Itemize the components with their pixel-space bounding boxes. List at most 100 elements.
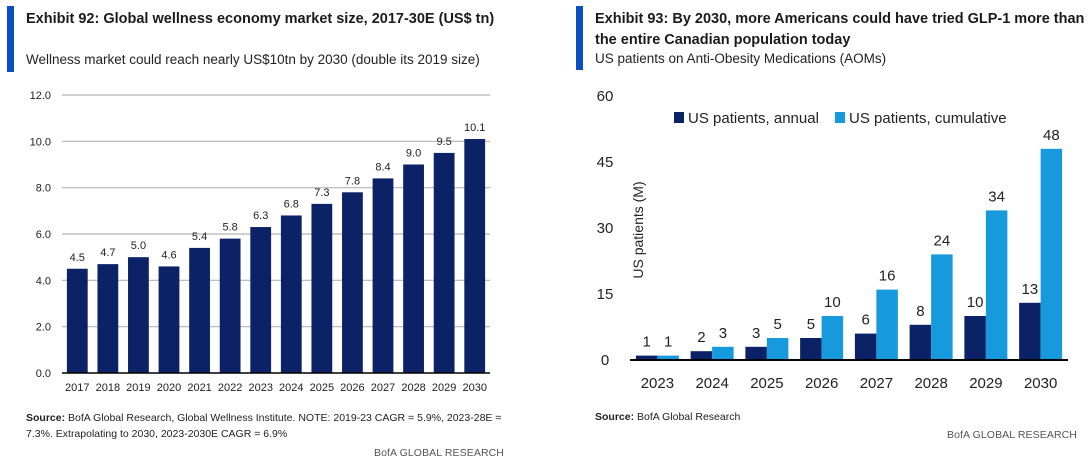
y-tick-label: 15 bbox=[597, 286, 614, 303]
exhibit-93-subtitle: US patients on Anti-Obesity Medications … bbox=[595, 51, 887, 66]
annual-bar-2024 bbox=[690, 351, 713, 360]
data-label: 4.7 bbox=[100, 247, 115, 259]
cumulative-bar-2025 bbox=[766, 338, 789, 360]
data-label: 8.4 bbox=[375, 161, 390, 173]
y-tick-label: 4.0 bbox=[36, 275, 51, 287]
exhibit-93-title: Exhibit 93: By 2030, more Americans coul… bbox=[595, 11, 1085, 48]
data-label: 9.5 bbox=[436, 136, 451, 148]
data-label: 8 bbox=[916, 303, 924, 320]
x-tick-label: 2027 bbox=[371, 382, 395, 394]
y-tick-label: 12.0 bbox=[30, 90, 51, 102]
data-label: 5.8 bbox=[222, 222, 237, 234]
data-label: 5.0 bbox=[131, 240, 146, 252]
x-tick-label: 2026 bbox=[340, 382, 364, 394]
data-label: 5 bbox=[807, 316, 815, 333]
annual-bar-2023 bbox=[635, 355, 658, 360]
bar-2030 bbox=[464, 139, 486, 373]
y-tick-label: 2.0 bbox=[36, 322, 51, 334]
data-label: 6 bbox=[861, 312, 869, 329]
data-label: 1 bbox=[664, 334, 672, 351]
bar-2019 bbox=[128, 257, 149, 373]
x-tick-label: 2025 bbox=[750, 375, 783, 392]
data-label: 10 bbox=[824, 294, 841, 311]
x-tick-label: 2023 bbox=[248, 382, 272, 394]
y-tick-label: 10.0 bbox=[30, 136, 51, 148]
x-tick-label: 2030 bbox=[462, 382, 486, 394]
x-tick-label: 2017 bbox=[65, 382, 89, 394]
data-label: 34 bbox=[988, 188, 1005, 205]
cumulative-bar-2026 bbox=[821, 316, 844, 360]
data-label: 1 bbox=[642, 334, 650, 351]
y-tick-label: 0.0 bbox=[36, 368, 51, 380]
cumulative-bar-2028 bbox=[931, 254, 953, 360]
data-label: 7.3 bbox=[314, 187, 329, 199]
legend-annual-swatch bbox=[674, 112, 684, 123]
exhibit-92-panel: Exhibit 92: Global wellness economy mark… bbox=[0, 0, 540, 473]
cumulative-bar-2024 bbox=[712, 346, 734, 360]
data-label: 4.6 bbox=[161, 249, 176, 261]
annual-bar-2025 bbox=[745, 346, 767, 360]
annual-bar-2030 bbox=[1019, 302, 1041, 360]
data-label: 48 bbox=[1043, 127, 1060, 144]
bar-2023 bbox=[250, 227, 272, 373]
bar-2018 bbox=[97, 264, 119, 373]
data-label: 16 bbox=[879, 268, 896, 285]
bar-2020 bbox=[158, 266, 180, 373]
bar-2028 bbox=[403, 164, 424, 373]
x-tick-label: 2027 bbox=[860, 375, 893, 392]
y-axis-title: US patients (M) bbox=[630, 181, 646, 278]
x-tick-label: 2028 bbox=[401, 382, 425, 394]
bar-2024 bbox=[280, 215, 302, 373]
source-label: Source: bbox=[595, 411, 635, 423]
title-accent-bar bbox=[7, 6, 14, 72]
data-label: 2 bbox=[697, 329, 705, 346]
x-tick-label: 2018 bbox=[96, 382, 120, 394]
x-tick-label: 2028 bbox=[914, 375, 947, 392]
legend-annual-label: US patients, annual bbox=[688, 110, 819, 127]
x-tick-label: 2030 bbox=[1024, 375, 1057, 392]
legend-cumulative-swatch bbox=[835, 112, 845, 123]
y-tick-label: 6.0 bbox=[36, 229, 51, 241]
x-tick-label: 2029 bbox=[432, 382, 456, 394]
data-label: 4.5 bbox=[70, 252, 85, 264]
bar-2026 bbox=[342, 192, 363, 373]
exhibit-93-source: Source: BofA Global Research bbox=[595, 409, 1075, 425]
brand-label: BofA GLOBAL RESEARCH bbox=[947, 429, 1077, 441]
bar-2029 bbox=[433, 152, 455, 373]
legend-cumulative-label: US patients, cumulative bbox=[849, 110, 1007, 127]
data-label: 6.3 bbox=[253, 210, 268, 222]
data-label: 10.1 bbox=[464, 122, 485, 134]
data-label: 6.8 bbox=[284, 198, 299, 210]
source-text: BofA Global Research, Global Wellness In… bbox=[26, 412, 502, 440]
y-tick-label: 60 bbox=[597, 88, 614, 105]
y-tick-label: 45 bbox=[597, 154, 614, 171]
data-label: 24 bbox=[934, 232, 951, 249]
data-label: 3 bbox=[752, 325, 760, 342]
x-tick-label: 2024 bbox=[695, 375, 728, 392]
x-tick-label: 2022 bbox=[218, 382, 242, 394]
x-tick-label: 2021 bbox=[187, 382, 211, 394]
bar-2017 bbox=[66, 268, 88, 373]
bar-2021 bbox=[189, 247, 210, 373]
x-tick-label: 2020 bbox=[157, 382, 181, 394]
data-label: 7.8 bbox=[345, 175, 360, 187]
data-label: 5.4 bbox=[192, 231, 207, 243]
x-tick-label: 2024 bbox=[279, 382, 303, 394]
data-label: 5 bbox=[773, 316, 781, 333]
bar-2025 bbox=[311, 203, 333, 373]
title-accent-bar bbox=[576, 6, 583, 70]
exhibit-92-subtitle: Wellness market could reach nearly US$10… bbox=[26, 52, 480, 67]
data-label: 3 bbox=[719, 325, 727, 342]
annual-bar-2029 bbox=[964, 316, 986, 360]
source-label: Source: bbox=[26, 412, 66, 424]
brand-label: BofA GLOBAL RESEARCH bbox=[374, 447, 504, 459]
data-label: 10 bbox=[967, 294, 984, 311]
x-tick-label: 2025 bbox=[310, 382, 334, 394]
data-label: 9.0 bbox=[406, 148, 421, 160]
x-tick-label: 2023 bbox=[641, 375, 674, 392]
y-tick-label: 30 bbox=[597, 220, 614, 237]
source-text: BofA Global Research bbox=[634, 411, 741, 423]
y-tick-label: 0 bbox=[601, 352, 609, 369]
x-tick-label: 2026 bbox=[805, 375, 838, 392]
